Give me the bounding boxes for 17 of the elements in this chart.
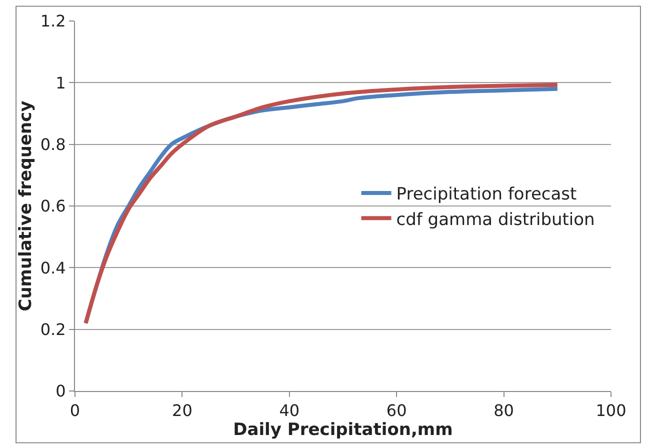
x-tick-label: 60 bbox=[386, 401, 407, 420]
x-tick-label: 20 bbox=[172, 401, 192, 420]
y-tick-label: 1 bbox=[56, 73, 66, 92]
y-tick-label: 0.6 bbox=[40, 196, 66, 216]
x-tick-label: 100 bbox=[596, 401, 626, 420]
x-tick-label: 0 bbox=[70, 401, 80, 420]
legend-label: Precipitation forecast bbox=[396, 184, 578, 205]
y-tick-label: 0 bbox=[56, 382, 66, 401]
x-axis-title: Daily Precipitation,mm bbox=[233, 420, 453, 440]
y-axis-title: Cumulative frequency bbox=[16, 100, 36, 312]
x-tick-label: 40 bbox=[279, 401, 300, 420]
y-tick-label: 0.4 bbox=[40, 258, 66, 278]
y-tick-label: 1.2 bbox=[40, 12, 66, 31]
y-tick-label: 0.8 bbox=[40, 134, 66, 154]
legend-label: cdf gamma distribution bbox=[396, 210, 595, 230]
y-tick-label: 0.2 bbox=[40, 320, 66, 339]
x-tick-label: 80 bbox=[494, 401, 514, 420]
